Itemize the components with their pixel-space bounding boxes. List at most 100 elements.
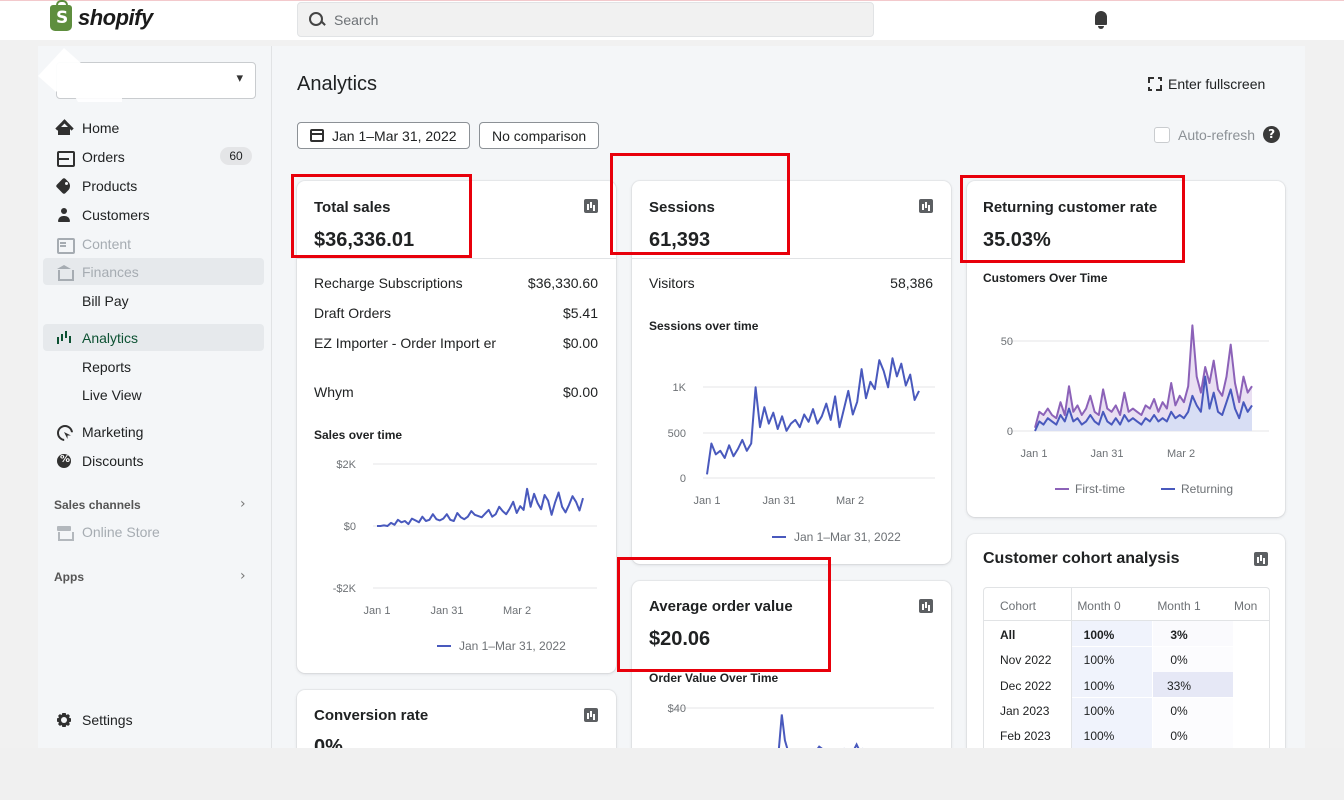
nav-customers[interactable]: Customers — [56, 204, 150, 226]
orders-count-badge: 60 — [220, 147, 252, 165]
highlight-box — [617, 557, 831, 672]
cohort-cell: 3% — [1170, 628, 1188, 642]
sessions-over-time-chart: 1K 500 0 Jan 1 Jan 31 Mar 2 — [668, 357, 935, 507]
page-title: Analytics — [297, 73, 378, 95]
date-range-button[interactable]: Jan 1–Mar 31, 2022 — [297, 122, 470, 149]
series-line — [1034, 324, 1253, 429]
apps-chevron-icon[interactable]: › — [240, 568, 246, 584]
x-tick-label: Mar 2 — [503, 605, 531, 617]
x-tick-label: Jan 1 — [1021, 448, 1048, 460]
cohort-title: Customer cohort analysis — [983, 550, 1180, 567]
cohort-cell: Dec 2022 — [1000, 679, 1052, 693]
report-icon[interactable] — [919, 199, 933, 213]
search-input[interactable] — [334, 11, 834, 28]
y-tick-label: 500 — [668, 428, 686, 440]
sales-chart-title: Sales over time — [314, 428, 403, 442]
nav-content[interactable]: Content — [56, 233, 131, 255]
apps-heading[interactable]: Apps — [54, 570, 84, 584]
nav-home[interactable]: Home — [56, 117, 119, 139]
person-icon — [56, 207, 72, 223]
y-tick-label: $0 — [344, 521, 356, 533]
shopify-logo[interactable]: S shopify — [50, 0, 153, 31]
cohort-cell: 33% — [1166, 679, 1192, 693]
sessions-chart-title: Sessions over time — [649, 319, 759, 333]
discount-icon — [56, 453, 72, 469]
nav-reports-label: Reports — [82, 359, 132, 375]
nav-settings-label: Settings — [82, 712, 133, 728]
report-icon[interactable] — [584, 199, 598, 213]
cohort-table: Cohort Month 0 Month 1 Mon All 100% 3% N… — [983, 587, 1270, 748]
cohort-cell: 100% — [1083, 628, 1115, 642]
heat-cell — [1072, 723, 1152, 748]
sales-over-time-chart: $2K $0 -$2K Jan 1 Jan 31 Mar 2 — [333, 459, 597, 617]
comparison-label: No comparison — [492, 127, 587, 144]
bell-icon[interactable] — [1093, 10, 1109, 30]
visitors-label: Visitors — [649, 275, 695, 291]
visitors-value: 58,386 — [890, 275, 933, 291]
nav-live-view-label: Live View — [82, 387, 142, 403]
order-value-chart: $40 — [668, 703, 934, 751]
cohort-cell: Nov 2022 — [1000, 653, 1052, 667]
orders-icon — [56, 149, 75, 167]
sales-row-label: Recharge Subscriptions — [314, 275, 463, 291]
sessions-card[interactable]: Sessions 61,393 Visitors 58,386 Sessions… — [632, 181, 951, 564]
series-line — [1034, 375, 1253, 432]
legend-swatch — [772, 536, 786, 538]
nav-live-view[interactable]: Live View — [82, 384, 142, 406]
divider — [632, 258, 951, 259]
cohort-cell: 100% — [1083, 704, 1115, 718]
aov-value: $20.06 — [649, 628, 711, 650]
series-line — [707, 714, 922, 751]
sales-row-label: EZ Importer - Order Import er — [314, 335, 497, 351]
nav-products[interactable]: Products — [56, 175, 137, 197]
returning-title: Returning customer rate — [983, 199, 1158, 216]
nav-finances[interactable]: Finances — [56, 261, 139, 283]
customers-chart-title: Customers Over Time — [983, 271, 1108, 285]
nav-home-label: Home — [82, 120, 120, 136]
brand-name: shopify — [78, 5, 153, 30]
x-tick-label: Jan 31 — [430, 605, 463, 617]
fullscreen-icon — [1148, 77, 1162, 91]
chart-legend: Jan 1–Mar 31, 2022 — [772, 530, 901, 544]
legend-label: Jan 1–Mar 31, 2022 — [459, 639, 566, 653]
search-bar[interactable] — [297, 2, 874, 37]
sales-channels-heading[interactable]: Sales channels — [54, 498, 141, 512]
col-header: Cohort — [1000, 599, 1037, 613]
aov-chart-title: Order Value Over Time — [649, 671, 779, 685]
report-icon[interactable] — [919, 599, 933, 613]
bottom-strip — [0, 748, 1344, 800]
cohort-cell: 0% — [1170, 704, 1188, 718]
nav-reports[interactable]: Reports — [82, 356, 131, 378]
total-sales-card[interactable]: Total sales $36,336.01 Recharge Subscrip… — [297, 181, 616, 673]
nav-bill-pay[interactable]: Bill Pay — [82, 290, 129, 312]
help-icon[interactable]: ? — [1263, 126, 1281, 143]
fullscreen-button[interactable]: Enter fullscreen — [1148, 76, 1265, 92]
analytics-highlight — [43, 324, 264, 351]
nav-analytics[interactable]: Analytics — [56, 327, 138, 349]
report-icon[interactable] — [1254, 552, 1268, 566]
returning-customer-card[interactable]: Returning customer rate 35.03% Customers… — [967, 181, 1285, 517]
x-tick-label: Mar 2 — [836, 495, 864, 507]
returning-value: 35.03% — [983, 229, 1051, 251]
sessions-title: Sessions — [649, 199, 715, 216]
legend-label: Jan 1–Mar 31, 2022 — [794, 530, 901, 544]
heat-cell — [1153, 672, 1233, 697]
aov-card[interactable]: Average order value $20.06 Order Value O… — [632, 581, 951, 776]
legend-swatch — [437, 645, 451, 647]
auto-refresh: Auto-refresh ? — [1154, 126, 1281, 143]
report-icon[interactable] — [584, 708, 598, 722]
auto-refresh-checkbox[interactable] — [1154, 126, 1170, 143]
nav-discounts[interactable]: Discounts — [56, 450, 143, 472]
cohort-header-row: Cohort Month 0 Month 1 Mon — [984, 594, 1269, 619]
nav-marketing[interactable]: Marketing — [56, 421, 143, 443]
table-row: Nov 2022 100% 0% — [984, 648, 1269, 673]
nav-online-store[interactable]: Online Store — [56, 521, 160, 543]
nav-orders[interactable]: Orders — [56, 146, 125, 168]
sales-channels-chevron-icon[interactable]: › — [240, 496, 246, 512]
series-line — [377, 487, 584, 527]
finances-highlight — [43, 258, 264, 285]
comparison-button[interactable]: No comparison — [479, 122, 600, 149]
nav-marketing-label: Marketing — [82, 424, 144, 440]
nav-settings[interactable]: Settings — [56, 709, 133, 731]
bar-chart-icon — [56, 330, 72, 346]
